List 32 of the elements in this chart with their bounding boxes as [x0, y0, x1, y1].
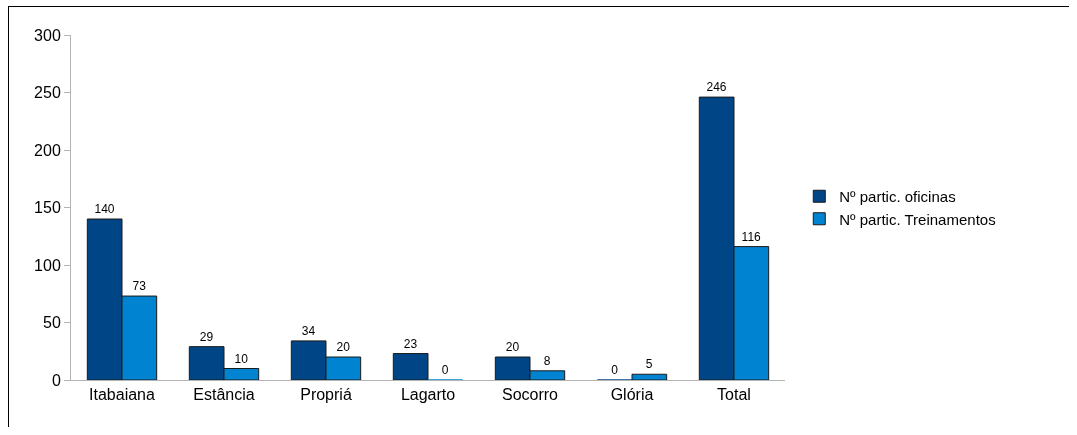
- x-tick-label: Total: [717, 386, 751, 404]
- data-label: 10: [234, 351, 249, 366]
- y-tick-label: 250: [34, 84, 61, 102]
- data-label: 29: [199, 329, 214, 344]
- data-label: 5: [645, 357, 653, 372]
- x-tick-label: Glória: [610, 386, 654, 404]
- y-tick-label: 0: [51, 371, 61, 389]
- y-tick-label: 200: [34, 141, 61, 159]
- data-label: 20: [505, 340, 520, 354]
- legend-label: Nº partic. oficinas: [839, 188, 956, 206]
- y-tick-label: 150: [34, 199, 61, 217]
- data-label: 8: [543, 353, 551, 368]
- bar: [392, 353, 429, 380]
- bar: [631, 373, 668, 380]
- data-label: 73: [132, 279, 147, 294]
- y-tick-label: 50: [43, 314, 61, 332]
- x-tick-label: Itabaiana: [89, 386, 156, 404]
- legend-label: Nº partic. Treinamentos: [839, 210, 996, 228]
- x-tick-label: Propriá: [300, 386, 352, 404]
- data-label: 0: [611, 363, 619, 377]
- x-tick-label: Lagarto: [400, 386, 456, 404]
- data-label: 0: [441, 363, 449, 377]
- y-tick-label: 100: [34, 256, 61, 274]
- x-tick-label: Socorro: [501, 386, 559, 404]
- data-label: 34: [301, 323, 316, 338]
- y-tick-label: 300: [34, 26, 61, 44]
- data-label: 116: [741, 229, 762, 244]
- data-label: 23: [403, 336, 418, 351]
- data-label: 140: [94, 202, 115, 216]
- data-label: 20: [336, 340, 351, 354]
- x-tick-label: Estância: [193, 386, 255, 404]
- data-label: 246: [706, 80, 727, 95]
